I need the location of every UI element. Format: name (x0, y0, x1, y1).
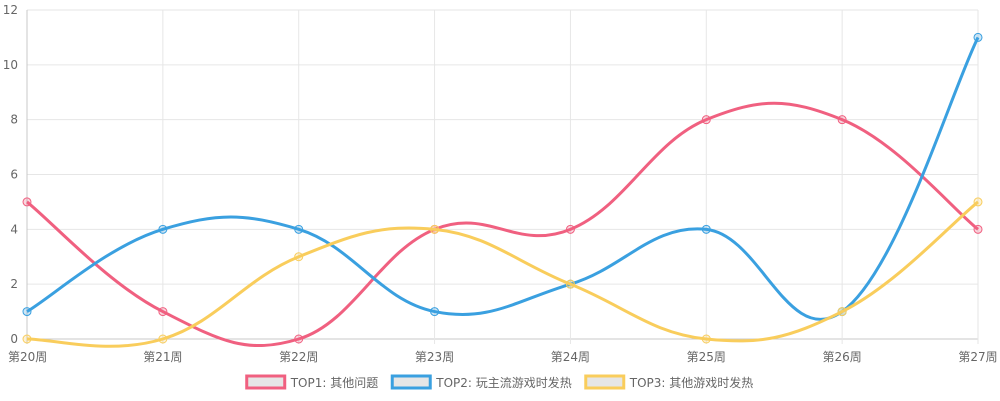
legend: TOP1: 其他问题 TOP2: 玩主流游戏时发热 TOP3: 其他游戏时发热 (245, 374, 754, 390)
series-3 (22, 197, 983, 348)
legend-item-1[interactable]: TOP1: 其他问题 (245, 374, 379, 390)
data-point[interactable] (565, 279, 575, 289)
data-point[interactable] (837, 115, 847, 125)
legend-swatch (245, 374, 287, 390)
data-point[interactable] (294, 252, 304, 262)
y-tick-label: 6 (10, 168, 18, 182)
series-lines (22, 32, 983, 348)
data-point[interactable] (837, 307, 847, 317)
x-tick-label: 第25周 (687, 350, 726, 364)
data-point[interactable] (294, 224, 304, 234)
y-tick-label: 0 (10, 332, 18, 346)
x-tick-label: 第22周 (279, 350, 318, 364)
x-tick-label: 第21周 (143, 350, 182, 364)
data-point[interactable] (22, 307, 32, 317)
data-point[interactable] (973, 224, 983, 234)
legend-swatch (584, 374, 626, 390)
y-tick-label: 10 (3, 58, 18, 72)
data-point[interactable] (973, 197, 983, 207)
axes: 0 2 4 6 8 10 12 第20周 第21周 第22周 第23周 第24周 第25周 第26周 第27… (3, 3, 998, 364)
series-line (26, 36, 980, 321)
legend-label: TOP1: 其他问题 (290, 376, 379, 390)
data-point[interactable] (701, 224, 711, 234)
series-line (26, 200, 979, 348)
legend-item-3[interactable]: TOP3: 其他游戏时发热 (584, 374, 754, 390)
data-point[interactable] (158, 307, 168, 317)
series-2 (22, 32, 983, 321)
data-point[interactable] (158, 334, 168, 344)
legend-label: TOP3: 其他游戏时发热 (629, 375, 754, 390)
data-point[interactable] (565, 224, 575, 234)
data-point[interactable] (158, 224, 168, 234)
x-tick-label: 第26周 (823, 350, 862, 364)
x-tick-label: 第27周 (958, 350, 997, 364)
legend-label: TOP2: 玩主流游戏时发热 (435, 375, 572, 390)
y-tick-label: 2 (10, 277, 18, 291)
x-tick-label: 第20周 (8, 350, 47, 364)
x-tick-label: 第24周 (551, 350, 590, 364)
x-tick-label: 第23周 (415, 350, 454, 364)
data-point[interactable] (22, 197, 32, 207)
data-point[interactable] (294, 334, 304, 344)
data-point[interactable] (22, 334, 32, 344)
y-tick-label: 12 (3, 3, 18, 17)
data-point[interactable] (973, 32, 983, 42)
y-tick-label: 8 (10, 113, 18, 127)
legend-item-2[interactable]: TOP2: 玩主流游戏时发热 (390, 374, 572, 390)
y-tick-label: 4 (10, 222, 18, 236)
data-point[interactable] (701, 115, 711, 125)
data-point[interactable] (430, 224, 440, 234)
series-line (26, 101, 979, 347)
data-point[interactable] (701, 334, 711, 344)
grid (26, 9, 979, 344)
legend-swatch (390, 374, 432, 390)
series-1 (22, 101, 983, 347)
data-point[interactable] (430, 307, 440, 317)
